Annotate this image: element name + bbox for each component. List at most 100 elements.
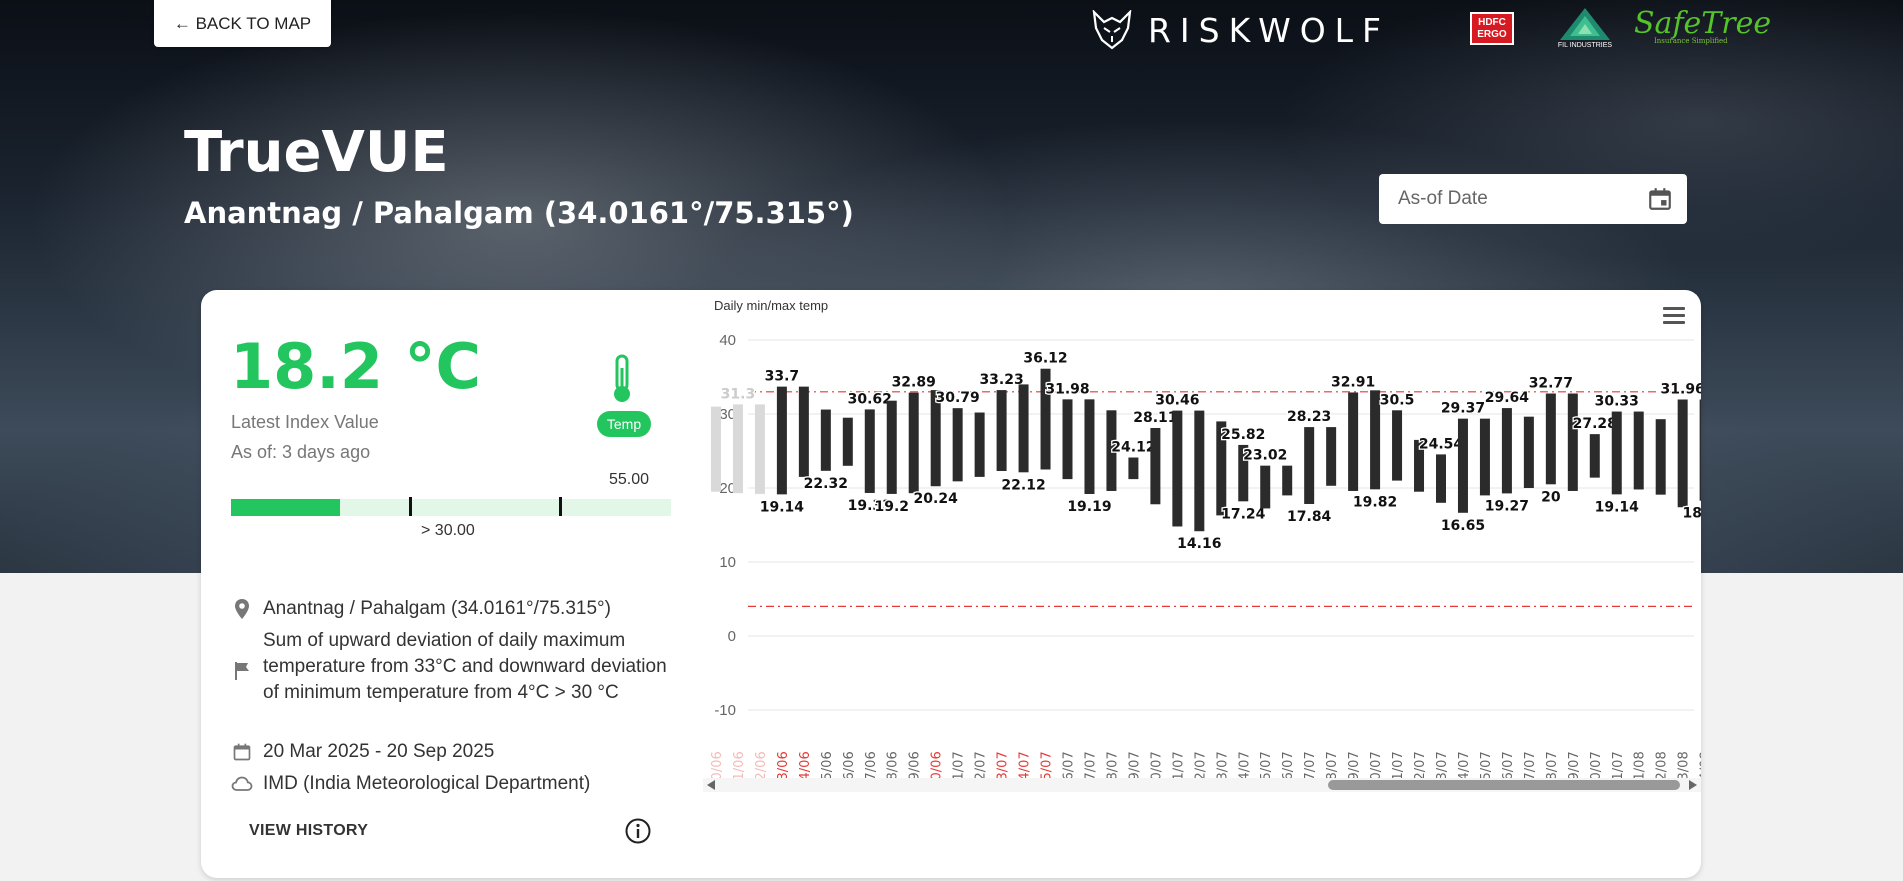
as-of-date-input[interactable] [1396,187,1647,211]
data-label-high: 28.11 [1133,410,1177,426]
index-value: 18.2 °C [230,330,482,403]
range-bar [1128,457,1139,480]
safetree-tagline: Insurance Simplified [1654,37,1728,45]
range-bar [974,412,985,477]
range-bar [776,386,787,495]
fil-industries-logo: FIL INDUSTRIES [1552,6,1618,54]
data-label-high: 32.77 [1529,376,1573,392]
range-bar [732,404,743,494]
range-bar [1194,410,1205,532]
fil-logo-icon [1560,8,1610,40]
page-title: TrueVUE [184,120,449,185]
range-bar [1348,392,1359,491]
calendar-icon[interactable] [1647,186,1673,212]
range-bar [1106,410,1117,491]
as-of-label: As of: 3 days ago [231,442,371,462]
range-bar [1479,418,1490,496]
data-label-low: 20 [1541,489,1561,505]
description-row: Sum of upward deviation of daily maximum… [231,628,671,706]
range-bar [1655,419,1666,495]
range-bar [1282,465,1293,496]
chart-scrollbar-thumb [1328,780,1680,790]
range-bar [930,390,941,487]
period-row: 20 Mar 2025 - 20 Sep 2025 [231,739,494,765]
calendar-icon [233,743,251,761]
chart-menu-icon[interactable] [1663,307,1685,325]
scroll-right-arrow [1689,780,1697,790]
data-label-high: 25.82 [1221,427,1265,443]
info-icon[interactable] [625,818,651,844]
back-to-map-button[interactable]: ← BACK TO MAP [154,0,331,47]
data-label-high: 30.46 [1155,393,1199,409]
range-bar [1414,439,1425,492]
data-label-low: 22.32 [804,476,848,492]
range-bar [710,406,721,492]
data-label-high: 24.54 [1419,436,1464,452]
range-bar [1392,410,1403,481]
data-label-low: 14.16 [1177,536,1221,552]
data-label-high: 33.23 [979,372,1023,388]
range-bar [1150,427,1161,505]
data-label-high: 30.79 [936,390,980,406]
range-bar [952,408,963,482]
map-pin-icon [235,599,249,619]
data-label-low: 19.19 [1067,499,1111,515]
data-label-high: 33.7 [765,369,800,385]
data-label-high: 29.37 [1441,401,1485,417]
data-label-high: 31.3 [721,386,756,402]
data-label-low: 19.27 [1485,498,1529,514]
as-of-date-field[interactable] [1379,174,1687,224]
range-bar [1501,408,1512,494]
range-bar [1677,399,1688,508]
location-text: Anantnag / Pahalgam (34.0161°/75.315°) [263,598,611,619]
data-label-low: 16.65 [1441,518,1485,534]
data-label-low: 19.33 [848,498,892,514]
data-label-high: 30.62 [848,391,892,407]
y-tick-label: 40 [719,332,736,349]
range-bar [864,409,875,493]
location-row: Anantnag / Pahalgam (34.0161°/75.315°) [231,596,611,622]
data-label-low: 18.28 [1682,506,1701,522]
source-row: IMD (India Meteorological Department) [231,771,590,797]
range-bar [886,400,897,494]
hdfc-ergo-logo: HDFC ERGO [1470,12,1514,45]
cloud-icon [231,776,253,791]
data-label-low: 17.24 [1221,506,1266,522]
flag-icon [235,662,249,680]
range-bar [798,386,809,477]
range-bar [1589,434,1600,478]
range-bar [1435,454,1446,503]
fil-name: FIL INDUSTRIES [1557,42,1613,49]
brand-name: RISKWOLF [1148,10,1391,50]
view-history-button[interactable]: VIEW HISTORY [249,822,369,839]
data-label-high: 23.02 [1243,448,1287,464]
data-label-high: 32.91 [1331,374,1375,390]
range-bar [754,404,765,494]
safetree-name: SafeTree [1634,6,1772,41]
range-bar [1304,427,1315,504]
data-label-low: 22.12 [1001,477,1045,493]
range-bar [842,417,853,466]
range-bar [1018,384,1029,473]
range-bar [1457,418,1468,513]
range-bar [1545,393,1556,485]
index-card: 18.2 °C Latest Index Value As of: 3 days… [201,290,1701,878]
riskwolf-logo: RISKWOLF [1090,6,1390,54]
x-tick-label: 04/08 [1699,751,1701,788]
data-label-low: 19.14 [1595,499,1640,515]
range-bar [1172,410,1183,527]
latest-index-label: Latest Index Value [231,412,379,432]
data-label-low: 19.2 [874,499,909,515]
y-tick-label: 30 [719,406,736,423]
data-label-high: 31.98 [1045,381,1089,397]
wolf-logo-icon [1092,10,1132,50]
data-label-high: 28.23 [1287,409,1331,425]
range-bar [820,409,831,471]
data-label-high: 27.28 [1573,416,1617,432]
range-bar [1370,390,1381,490]
index-summary-panel: 18.2 °C Latest Index Value As of: 3 days… [201,290,701,878]
range-bar [1062,399,1073,480]
data-label-high: 29.64 [1485,390,1530,406]
page-subtitle: Anantnag / Pahalgam (34.0161°/75.315°) [184,196,854,230]
